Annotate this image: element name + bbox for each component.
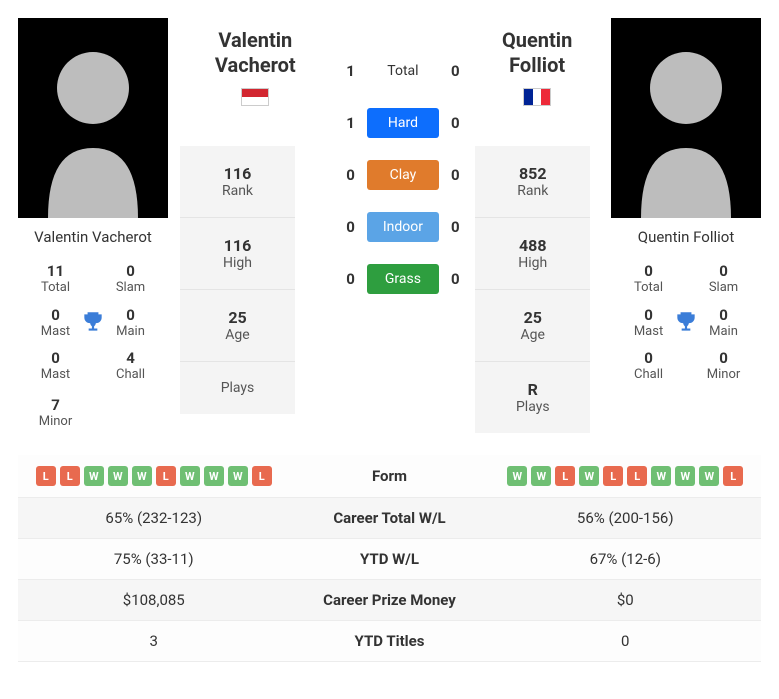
p1-minor: 7Minor <box>18 390 93 435</box>
stats-table: LLWWWLWWWL Form WWLWLLWWWL 65% (232-123)… <box>18 455 761 662</box>
player2-titles: 0Total 0Slam 0Mast 0Main 0Chall 0Minor <box>611 256 761 388</box>
form-badge[interactable]: L <box>36 466 56 486</box>
h2h-p1-val: 0 <box>343 218 359 236</box>
form-badge[interactable]: L <box>723 466 743 486</box>
stats-label: Career Total W/L <box>290 509 490 527</box>
player2-rank-card: 852Rank 488High 25Age RPlays <box>475 146 590 433</box>
h2h-p1-val: 1 <box>343 62 359 80</box>
h2h-surfaces: 1 Total 0 1 Hard 0 0 Clay 0 0 Indoor 0 0 Grass 0 <box>343 18 464 435</box>
silhouette-icon <box>18 18 168 218</box>
p1-ytd-wl: 75% (33-11) <box>18 550 290 568</box>
h2h-row-clay: 0 Clay 0 <box>343 160 464 190</box>
h2h-p1-val: 1 <box>343 114 359 132</box>
p1-age: 25Age <box>180 290 295 362</box>
form-badge[interactable]: W <box>675 466 695 486</box>
p2-chall: 0Chall <box>611 343 686 388</box>
form-badge[interactable]: W <box>132 466 152 486</box>
stats-form: LLWWWLWWWL Form WWLWLLWWWL <box>18 455 761 498</box>
surface-indoor[interactable]: Indoor <box>367 212 440 242</box>
h2h-row-hard: 1 Hard 0 <box>343 108 464 138</box>
p2-ytd-titles: 0 <box>490 632 762 650</box>
p2-plays: RPlays <box>475 362 590 433</box>
surface-total[interactable]: Total <box>367 56 440 86</box>
france-flag-icon <box>523 88 551 106</box>
p1-slam: 0Slam <box>93 256 168 301</box>
player2-bigname[interactable]: Quentin Folliot <box>475 28 599 78</box>
h2h-p2-val: 0 <box>447 166 463 184</box>
stats-label: Career Prize Money <box>290 591 490 609</box>
stats-label: YTD W/L <box>290 550 490 568</box>
p1-total: 11Total <box>18 256 93 301</box>
player1-name[interactable]: Valentin Vacherot <box>18 218 168 256</box>
p1-career-wl: 65% (232-123) <box>18 509 290 527</box>
p2-rank: 852Rank <box>475 146 590 218</box>
p1-mast: 0Mast <box>18 343 93 388</box>
form-badge[interactable]: L <box>60 466 80 486</box>
p1-ytd-titles: 3 <box>18 632 290 650</box>
player2-photo[interactable] <box>611 18 761 218</box>
surface-hard[interactable]: Hard <box>367 108 440 138</box>
form-badge[interactable]: W <box>579 466 599 486</box>
h2h-p2-val: 0 <box>447 218 463 236</box>
form-badge[interactable]: W <box>507 466 527 486</box>
form-badge[interactable]: W <box>651 466 671 486</box>
player1-titles: 11Total 0Slam 0Mast 0Mast 0Main 4Chall 7… <box>18 256 168 435</box>
p1-rank: 116Rank <box>180 146 295 218</box>
p2-high: 488High <box>475 218 590 290</box>
h2h-row-indoor: 0 Indoor 0 <box>343 212 464 242</box>
player2-name[interactable]: Quentin Folliot <box>611 218 761 256</box>
surface-grass[interactable]: Grass <box>367 264 440 294</box>
stats-career-wl: 65% (232-123) Career Total W/L 56% (200-… <box>18 498 761 539</box>
p2-form: WWLWLLWWWL <box>490 466 762 486</box>
h2h-row-grass: 0 Grass 0 <box>343 264 464 294</box>
p2-total: 0Total <box>611 256 686 301</box>
stats-ytd-titles: 3 YTD Titles 0 <box>18 621 761 662</box>
p2-ytd-wl: 67% (12-6) <box>490 550 762 568</box>
form-badge[interactable]: L <box>627 466 647 486</box>
stats-ytd-wl: 75% (33-11) YTD W/L 67% (12-6) <box>18 539 761 580</box>
player1-card: Valentin Vacherot 11Total 0Slam 0Mast 0M… <box>18 18 168 435</box>
form-badge[interactable]: W <box>699 466 719 486</box>
form-badge[interactable]: W <box>204 466 224 486</box>
h2h-p2-val: 0 <box>447 114 463 132</box>
form-badge[interactable]: L <box>156 466 176 486</box>
player2-header: Quentin Folliot <box>475 18 599 124</box>
player1-header: Valentin Vacherot <box>180 18 331 124</box>
p1-prize: $108,085 <box>18 591 290 609</box>
p1-high: 116High <box>180 218 295 290</box>
surface-clay[interactable]: Clay <box>367 160 440 190</box>
form-badge[interactable]: L <box>555 466 575 486</box>
form-badge[interactable]: W <box>180 466 200 486</box>
h2h-p1-val: 0 <box>343 166 359 184</box>
p2-career-wl: 56% (200-156) <box>490 509 762 527</box>
form-badge[interactable]: L <box>252 466 272 486</box>
h2h-p2-val: 0 <box>447 62 463 80</box>
p2-minor: 0Minor <box>686 343 761 388</box>
player1-rank-card: 116Rank 116High 25Age Plays <box>180 146 295 414</box>
form-badge[interactable]: W <box>531 466 551 486</box>
p1-form: LLWWWLWWWL <box>18 466 290 486</box>
p2-slam: 0Slam <box>686 256 761 301</box>
p1-chall: 4Chall <box>93 343 168 388</box>
player1-bigname[interactable]: Valentin Vacherot <box>180 28 331 78</box>
stats-label: YTD Titles <box>290 632 490 650</box>
form-badge[interactable]: W <box>228 466 248 486</box>
silhouette-icon <box>611 18 761 218</box>
h2h-p2-val: 0 <box>447 270 463 288</box>
monaco-flag-icon <box>241 88 269 106</box>
form-badge[interactable]: L <box>603 466 623 486</box>
h2h-p1-val: 0 <box>343 270 359 288</box>
form-badge[interactable]: W <box>108 466 128 486</box>
form-badge[interactable]: W <box>84 466 104 486</box>
p1-plays: Plays <box>180 362 295 414</box>
stats-label-form: Form <box>290 467 490 485</box>
p2-prize: $0 <box>490 591 762 609</box>
h2h-row-total: 1 Total 0 <box>343 56 464 86</box>
player1-photo[interactable] <box>18 18 168 218</box>
p2-age: 25Age <box>475 290 590 362</box>
player2-card: Quentin Folliot 0Total 0Slam 0Mast 0Main… <box>611 18 761 435</box>
stats-prize: $108,085 Career Prize Money $0 <box>18 580 761 621</box>
